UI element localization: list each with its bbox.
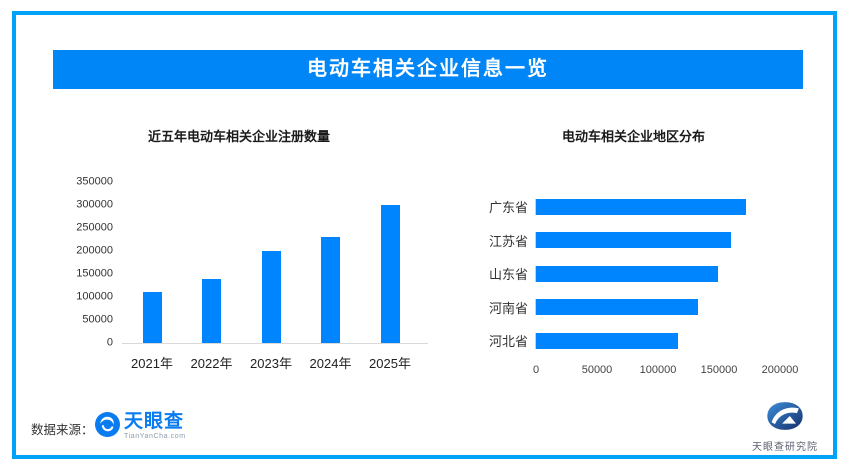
y-tick-label: 100000 xyxy=(76,290,113,303)
y-tick-label: 300000 xyxy=(76,198,113,211)
chart-row-江苏省: 江苏省 xyxy=(470,224,810,258)
left-chart-y-axis: 0 50000 100000 150000 200000 250000 300000 3500… xyxy=(58,176,113,348)
x-category-label: 2024年 xyxy=(309,356,352,371)
chart-row-河北省: 河北省 xyxy=(470,324,810,358)
chart-row-河南省: 河南省 xyxy=(470,291,810,325)
x-tick-label: 200000 xyxy=(761,364,799,376)
bar-河南省 xyxy=(536,299,699,316)
province-label: 广东省 xyxy=(488,200,528,216)
province-label: 山东省 xyxy=(488,267,528,283)
right-chart-rows: 广东省江苏省山东省河南省河北省 xyxy=(470,190,810,358)
bar-河北省 xyxy=(536,332,678,349)
left-chart-plot xyxy=(122,182,428,344)
y-tick-label: 0 xyxy=(106,336,113,349)
tianyancha-domain: TianYanCha.com xyxy=(124,433,186,440)
bar-2024年 xyxy=(321,237,340,343)
bar-2025年 xyxy=(380,205,400,343)
x-category-label: 2022年 xyxy=(190,356,233,371)
province-label: 河北省 xyxy=(488,334,528,350)
x-category-label: 2023年 xyxy=(250,356,292,371)
bar-track xyxy=(535,232,810,249)
y-tick-label: 50000 xyxy=(82,313,113,326)
left-chart-title: 近五年电动车相关企业注册数量 xyxy=(148,129,331,144)
x-tick-label: 100000 xyxy=(639,364,677,376)
x-category-label: 2021年 xyxy=(131,356,173,371)
tianyancha-logo-text: 天眼查 TianYanCha.com xyxy=(124,411,186,441)
banner: 电动车相关企业信息一览 xyxy=(53,50,803,89)
bar-track xyxy=(535,198,810,215)
tianyancha-name: 天眼查 xyxy=(124,411,185,432)
x-tick-label: 150000 xyxy=(700,364,738,376)
province-label: 河南省 xyxy=(488,300,528,316)
province-label: 江苏省 xyxy=(488,233,528,249)
y-tick-label: 200000 xyxy=(76,244,113,257)
data-source-label: 数据来源： xyxy=(31,423,94,437)
bar-山东省 xyxy=(536,265,718,282)
x-category-label: 2025年 xyxy=(369,356,411,371)
page-title: 电动车相关企业信息一览 xyxy=(307,58,549,80)
tianyancha-eye-icon xyxy=(95,412,120,437)
institute-name: 天眼查研究院 xyxy=(752,442,818,453)
bar-track xyxy=(535,265,810,282)
bar-2021年 xyxy=(142,292,162,343)
right-chart-title: 电动车相关企业地区分布 xyxy=(562,129,706,144)
border-frame xyxy=(12,11,837,459)
tianyancha-logo: 天眼查 TianYanCha.com xyxy=(95,412,186,440)
institute-logo: 天眼查研究院 xyxy=(744,401,826,453)
bar-2023年 xyxy=(261,251,281,343)
bar-track xyxy=(535,299,810,316)
x-tick-label: 0 xyxy=(532,364,540,376)
y-tick-label: 250000 xyxy=(76,221,113,234)
left-chart-x-labels: 2021年 2022年 2023年 2024年 2025年 xyxy=(122,353,428,371)
right-chart-x-ticks: 0 50000 100000 150000 200000 xyxy=(532,364,799,378)
y-tick-label: 350000 xyxy=(76,175,113,188)
bar-track xyxy=(535,332,810,349)
chart-row-山东省: 山东省 xyxy=(470,257,810,291)
institute-swoosh-icon xyxy=(767,402,803,430)
bar-广东省 xyxy=(536,198,746,215)
chart-row-广东省: 广东省 xyxy=(470,190,810,224)
x-tick-label: 50000 xyxy=(581,364,613,376)
bar-江苏省 xyxy=(536,232,732,249)
bar-2022年 xyxy=(202,278,221,343)
y-tick-label: 150000 xyxy=(76,267,113,280)
